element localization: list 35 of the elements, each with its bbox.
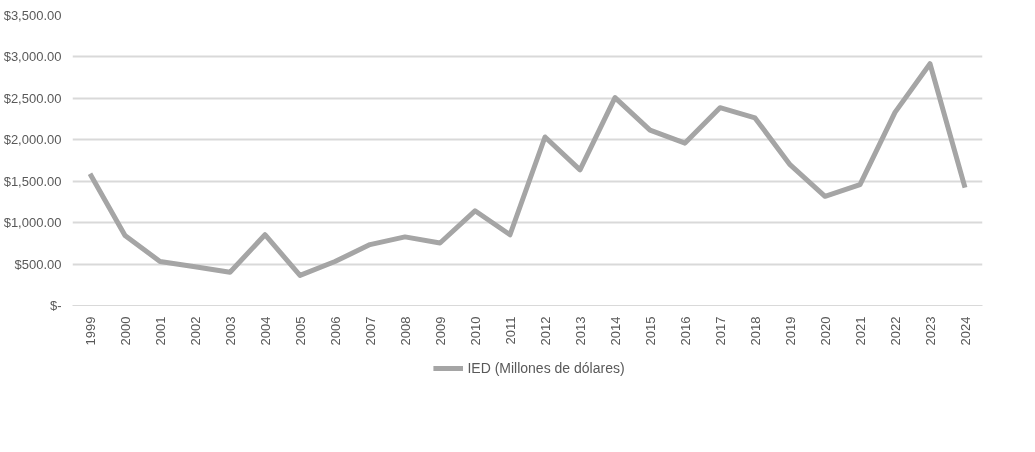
x-tick-label: 2012 xyxy=(537,316,553,346)
x-tick-label: 2007 xyxy=(362,316,378,346)
x-tick-label: 2014 xyxy=(607,316,623,346)
y-tick-label: $2,000.00 xyxy=(3,132,62,148)
x-tick-label: 2003 xyxy=(222,316,238,346)
y-tick-label: $- xyxy=(49,298,62,313)
x-tick-label: 2008 xyxy=(397,316,413,346)
y-tick-label: $1,000.00 xyxy=(3,215,62,231)
x-tick-label: 2011 xyxy=(502,316,518,345)
x-tick-label: 2001 xyxy=(152,316,168,346)
y-tick-label: $1,500.00 xyxy=(3,173,62,189)
legend-label: IED (Millones de dólares) xyxy=(467,360,625,376)
x-tick-label: 2009 xyxy=(432,316,448,346)
x-tick-label: 2004 xyxy=(257,316,273,346)
x-tick-label: 2022 xyxy=(887,316,903,346)
x-tick-label: 2006 xyxy=(327,316,343,346)
x-tick-label: 1999 xyxy=(82,316,98,346)
y-tick-label: $2,500.00 xyxy=(3,90,62,106)
x-tick-label: 2002 xyxy=(187,316,203,346)
x-tick-label: 2021 xyxy=(852,316,868,346)
x-tick-label: 2023 xyxy=(922,316,938,346)
y-tick-label: $3,000.00 xyxy=(3,49,62,65)
x-tick-label: 2019 xyxy=(782,316,798,346)
x-tick-label: 2005 xyxy=(292,316,308,346)
x-tick-label: 2017 xyxy=(712,316,728,346)
x-tick-label: 2024 xyxy=(957,316,973,346)
y-tick-label: $3,500.00 xyxy=(3,8,62,23)
y-tick-label: $500.00 xyxy=(14,256,62,272)
x-tick-label: 2015 xyxy=(642,316,658,346)
x-tick-label: 2018 xyxy=(747,316,763,346)
x-tick-label: 2000 xyxy=(117,316,133,346)
x-tick-label: 2016 xyxy=(677,316,693,346)
x-tick-label: 2020 xyxy=(817,316,833,346)
x-tick-label: 2010 xyxy=(467,316,483,346)
x-tick-label: 2013 xyxy=(572,316,588,346)
